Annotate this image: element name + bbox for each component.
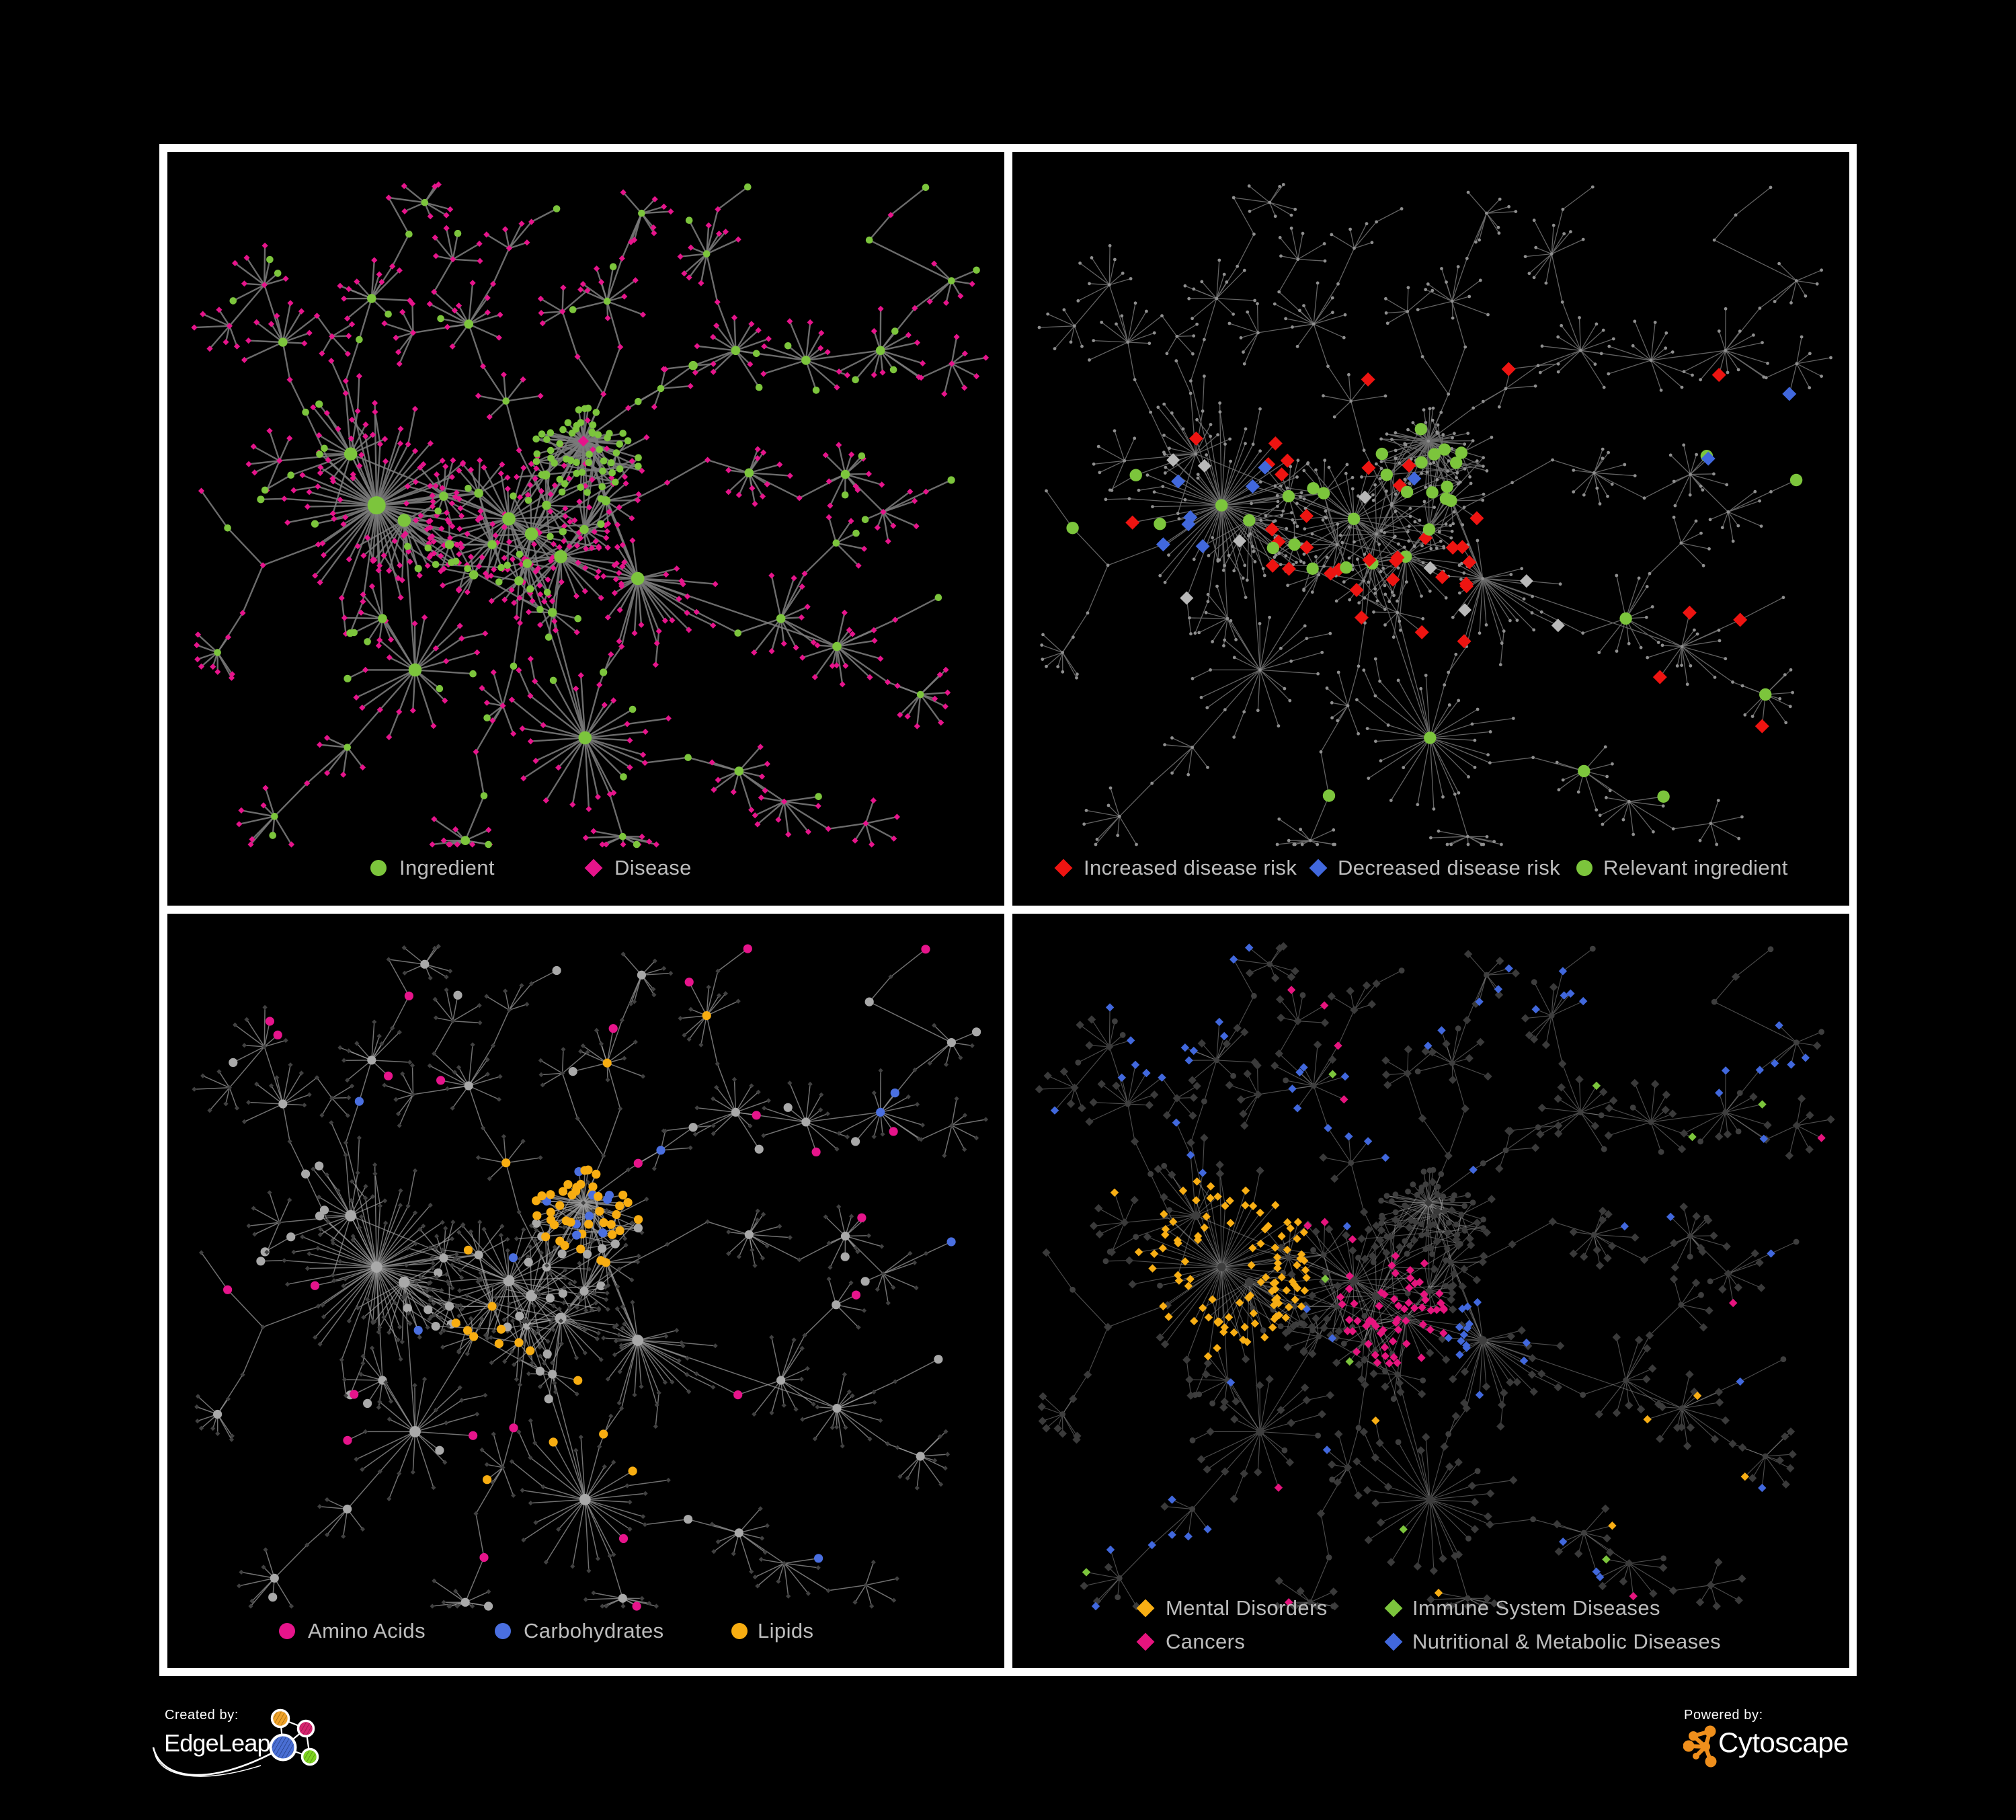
edgeleap-logo-nodes <box>269 1708 319 1766</box>
legend-marker-circle <box>731 1623 748 1639</box>
panel-disease-risk: Increased disease risk Decreased disease … <box>1012 152 1849 906</box>
powered-by-label: Powered by: <box>1684 1708 1763 1723</box>
legend-label: Carbohydrates <box>524 1619 664 1643</box>
cytoscape-logo-nodes <box>1683 1725 1717 1768</box>
edges-layer <box>194 945 987 1607</box>
network-ingredient-disease <box>191 181 990 848</box>
legend-label: Cancers <box>1166 1630 1246 1653</box>
legend-marker-circle <box>495 1623 511 1639</box>
footer-powered-by: Powered by: Cytoscape <box>1683 1708 1966 1802</box>
legend-label: Increased disease risk <box>1084 856 1297 879</box>
edges-layer <box>1039 945 1832 1607</box>
edgeleap-brand-text: EdgeLeap <box>164 1729 271 1757</box>
legend-label: Disease <box>614 856 692 879</box>
edgeleap-swoosh <box>152 1745 286 1777</box>
network-disease-categories <box>1035 942 1835 1611</box>
legend-label: Mental Disorders <box>1166 1596 1328 1620</box>
highlight-nodes-layer <box>1050 943 1826 1611</box>
panel-ingredient-classes: Amino Acids Carbohydrates Lipids <box>167 914 1004 1668</box>
panel-disease-categories: Mental Disorders Cancers Immune System Dis… <box>1012 914 1849 1668</box>
highlight-nodes-layer <box>1066 362 1803 803</box>
highlight-nodes-layer <box>223 944 956 1611</box>
panel-ingredient-disease: Ingredient Disease <box>167 152 1004 906</box>
network-ingredient-classes <box>192 943 989 1611</box>
legend-marker-circle <box>1576 860 1592 876</box>
created-by-label: Created by: <box>165 1708 239 1723</box>
legend-label: Decreased disease risk <box>1338 856 1561 879</box>
cytoscape-logo <box>1683 1725 1717 1768</box>
legend-label: Lipids <box>758 1619 814 1643</box>
edges-layer <box>193 184 987 846</box>
legend-marker-circle <box>370 860 387 876</box>
legend-label: Nutritional & Metabolic Diseases <box>1412 1630 1722 1653</box>
footer-created-by: Created by: EdgeLeap <box>152 1708 540 1802</box>
legend-marker-circle <box>279 1623 295 1639</box>
edges-layer <box>1039 184 1832 845</box>
legend-label: Ingredient <box>399 856 495 879</box>
nodes-layer <box>1037 183 1832 846</box>
network-disease-risk <box>1037 183 1832 846</box>
highlight-nodes-layer <box>214 183 980 848</box>
cytoscape-brand-text: Cytoscape <box>1718 1727 1849 1758</box>
legend-label: Relevant ingredient <box>1603 856 1788 879</box>
legend-label: Immune System Diseases <box>1412 1596 1660 1620</box>
legend-label: Amino Acids <box>308 1619 426 1643</box>
edgeleap-logo <box>152 1708 319 1777</box>
